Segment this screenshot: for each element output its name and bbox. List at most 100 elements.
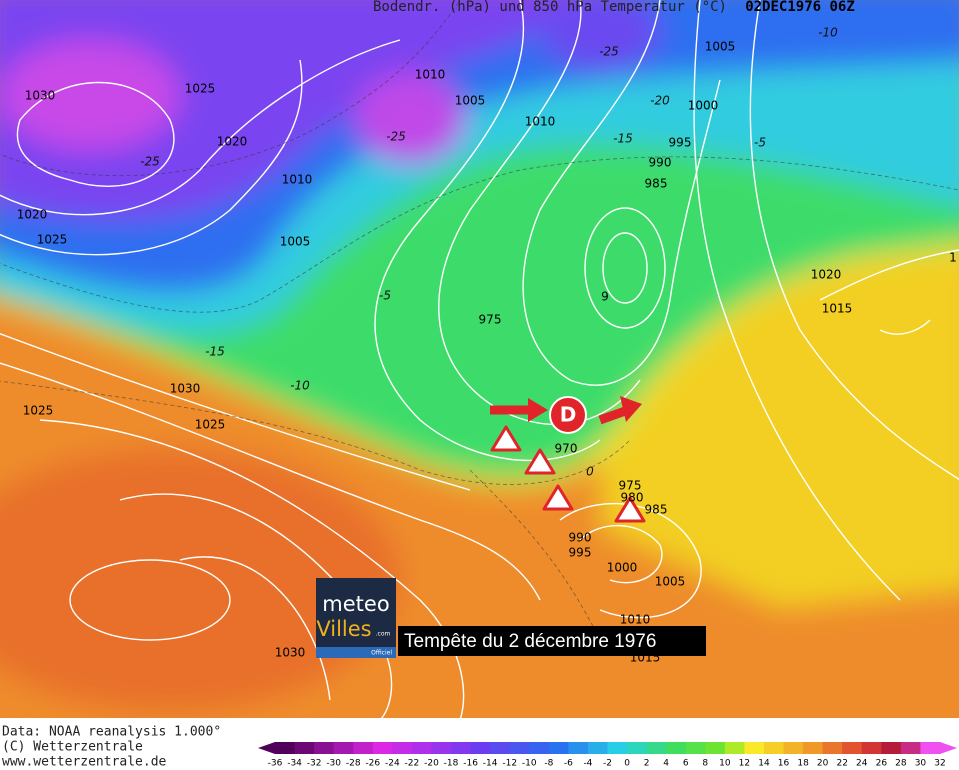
isobar-label: 1000: [688, 99, 719, 113]
colorbar-swatch: [763, 742, 785, 754]
colorbar-label: 22: [836, 759, 847, 769]
colorbar-label: -26: [365, 759, 380, 769]
caption: Tempête du 2 décembre 1976: [404, 631, 656, 652]
colorbar-swatch: [314, 742, 335, 754]
colorbar-label: -28: [346, 759, 361, 769]
isobars: [0, 0, 959, 718]
caption-box: [398, 626, 706, 656]
isobar-label: 1015: [630, 651, 661, 665]
colorbar-swatch: [724, 742, 745, 754]
colorbar-swatch: [372, 742, 393, 754]
colorbar-swatch: [470, 742, 491, 754]
temperature-label: -5: [379, 289, 391, 303]
isobar-label: 1005: [655, 575, 686, 589]
colorbar-swatch: [353, 742, 374, 754]
colorbar-label: -30: [326, 759, 341, 769]
isobar-label: 995: [569, 546, 592, 560]
colorbar-swatch: [822, 742, 843, 754]
colorbar-label: -20: [424, 759, 439, 769]
isobar-label: 1025: [185, 82, 216, 96]
isobar-label: 1025: [23, 404, 54, 418]
logo-line1: meteo: [322, 592, 389, 616]
temperature-label: -10: [818, 26, 838, 40]
logo-badge: Officiel: [371, 650, 392, 657]
colorbar-swatch: [451, 742, 472, 754]
colorbar-swatch: [607, 742, 628, 754]
isobar-label: 1030: [170, 382, 201, 396]
isobar-label: 1000: [607, 561, 638, 575]
colorbar-label: -2: [603, 759, 612, 769]
isobar-label: 1010: [620, 613, 651, 627]
colorbar-swatch: [900, 742, 921, 754]
isobar-label: 990: [569, 531, 592, 545]
isobar-label: 985: [645, 177, 668, 191]
temperature-label: -25: [599, 45, 619, 59]
isobar-label: 1010: [415, 68, 446, 82]
colorbar-end: [940, 742, 957, 754]
colorbar-label: -22: [405, 759, 420, 769]
colorbar-label: -24: [385, 759, 400, 769]
colorbar-label: -34: [287, 759, 302, 769]
colorbar-swatch: [529, 742, 550, 754]
storm-symbols: D: [490, 396, 646, 523]
colorbar-swatch: [803, 742, 824, 754]
colorbar-label: -32: [307, 759, 322, 769]
colorbar-label: 14: [758, 759, 770, 769]
temperature-label: -25: [386, 130, 406, 144]
colorbar-label: 16: [778, 759, 790, 769]
colorbar-swatch: [431, 742, 452, 754]
isobar-label: 985: [645, 503, 668, 517]
colorbar-swatch: [275, 742, 296, 754]
colorbar-label: 18: [797, 759, 809, 769]
temperature-label: -10: [290, 379, 310, 393]
logo: meteo Villes .com Officiel: [316, 578, 396, 658]
isobar-label: 1005: [455, 94, 486, 108]
isobar-label: 1020: [217, 135, 248, 149]
colorbar-label: 4: [663, 759, 669, 769]
colorbar-swatch: [490, 742, 511, 754]
colorbar-swatch: [685, 742, 706, 754]
colorbar-label: 30: [915, 759, 927, 769]
colorbar-swatch: [294, 742, 315, 754]
colorbar-label: -12: [502, 759, 517, 769]
colorbar-label: -36: [268, 759, 283, 769]
temperature-label: -20: [650, 94, 670, 108]
colorbar-swatch: [783, 742, 804, 754]
colorbar-label: -18: [444, 759, 459, 769]
map-title: Bodendr. (hPa) und 850 hPa Temperatur (°…: [373, 0, 727, 15]
colorbar-swatch: [627, 742, 648, 754]
colorbar-label: 0: [624, 759, 630, 769]
isobar-label: 1015: [822, 302, 853, 316]
temperature-label: -5: [754, 136, 766, 150]
colorbar-label: -8: [544, 759, 553, 769]
colorbar-swatch: [333, 742, 354, 754]
colorbar-label: 8: [702, 759, 708, 769]
map-date: 02DEC1976 06Z: [745, 0, 855, 15]
footer-line: www.wetterzentrale.de: [2, 755, 167, 770]
temperature-label: 0: [586, 465, 594, 479]
colorbar-label: -6: [564, 759, 573, 769]
colorbar-swatch: [509, 742, 530, 754]
colorbar-swatch: [666, 742, 687, 754]
colorbar-label: 32: [934, 759, 945, 769]
isobar-label: 1005: [280, 235, 311, 249]
temperature-label: -15: [205, 345, 225, 359]
colorbar-swatch: [548, 742, 569, 754]
colorbar-swatch: [568, 742, 589, 754]
map-field: [0, 0, 959, 718]
colorbar-swatch: [392, 742, 413, 754]
colorbar-label: -16: [463, 759, 478, 769]
low-symbol: D: [560, 403, 577, 427]
colorbar-swatch: [744, 742, 765, 754]
colorbar-label: 24: [856, 759, 868, 769]
logo-line2: Villes: [316, 617, 371, 641]
colorbar-swatch: [881, 742, 902, 754]
isobar-label: 990: [649, 156, 672, 170]
isobar-label: 1025: [37, 233, 68, 247]
colorbar-swatch: [411, 742, 432, 754]
isobar-label: 1030: [275, 646, 306, 660]
colorbar-label: -10: [522, 759, 537, 769]
colorbar-swatch: [842, 742, 863, 754]
isobar-label: 995: [669, 136, 692, 150]
